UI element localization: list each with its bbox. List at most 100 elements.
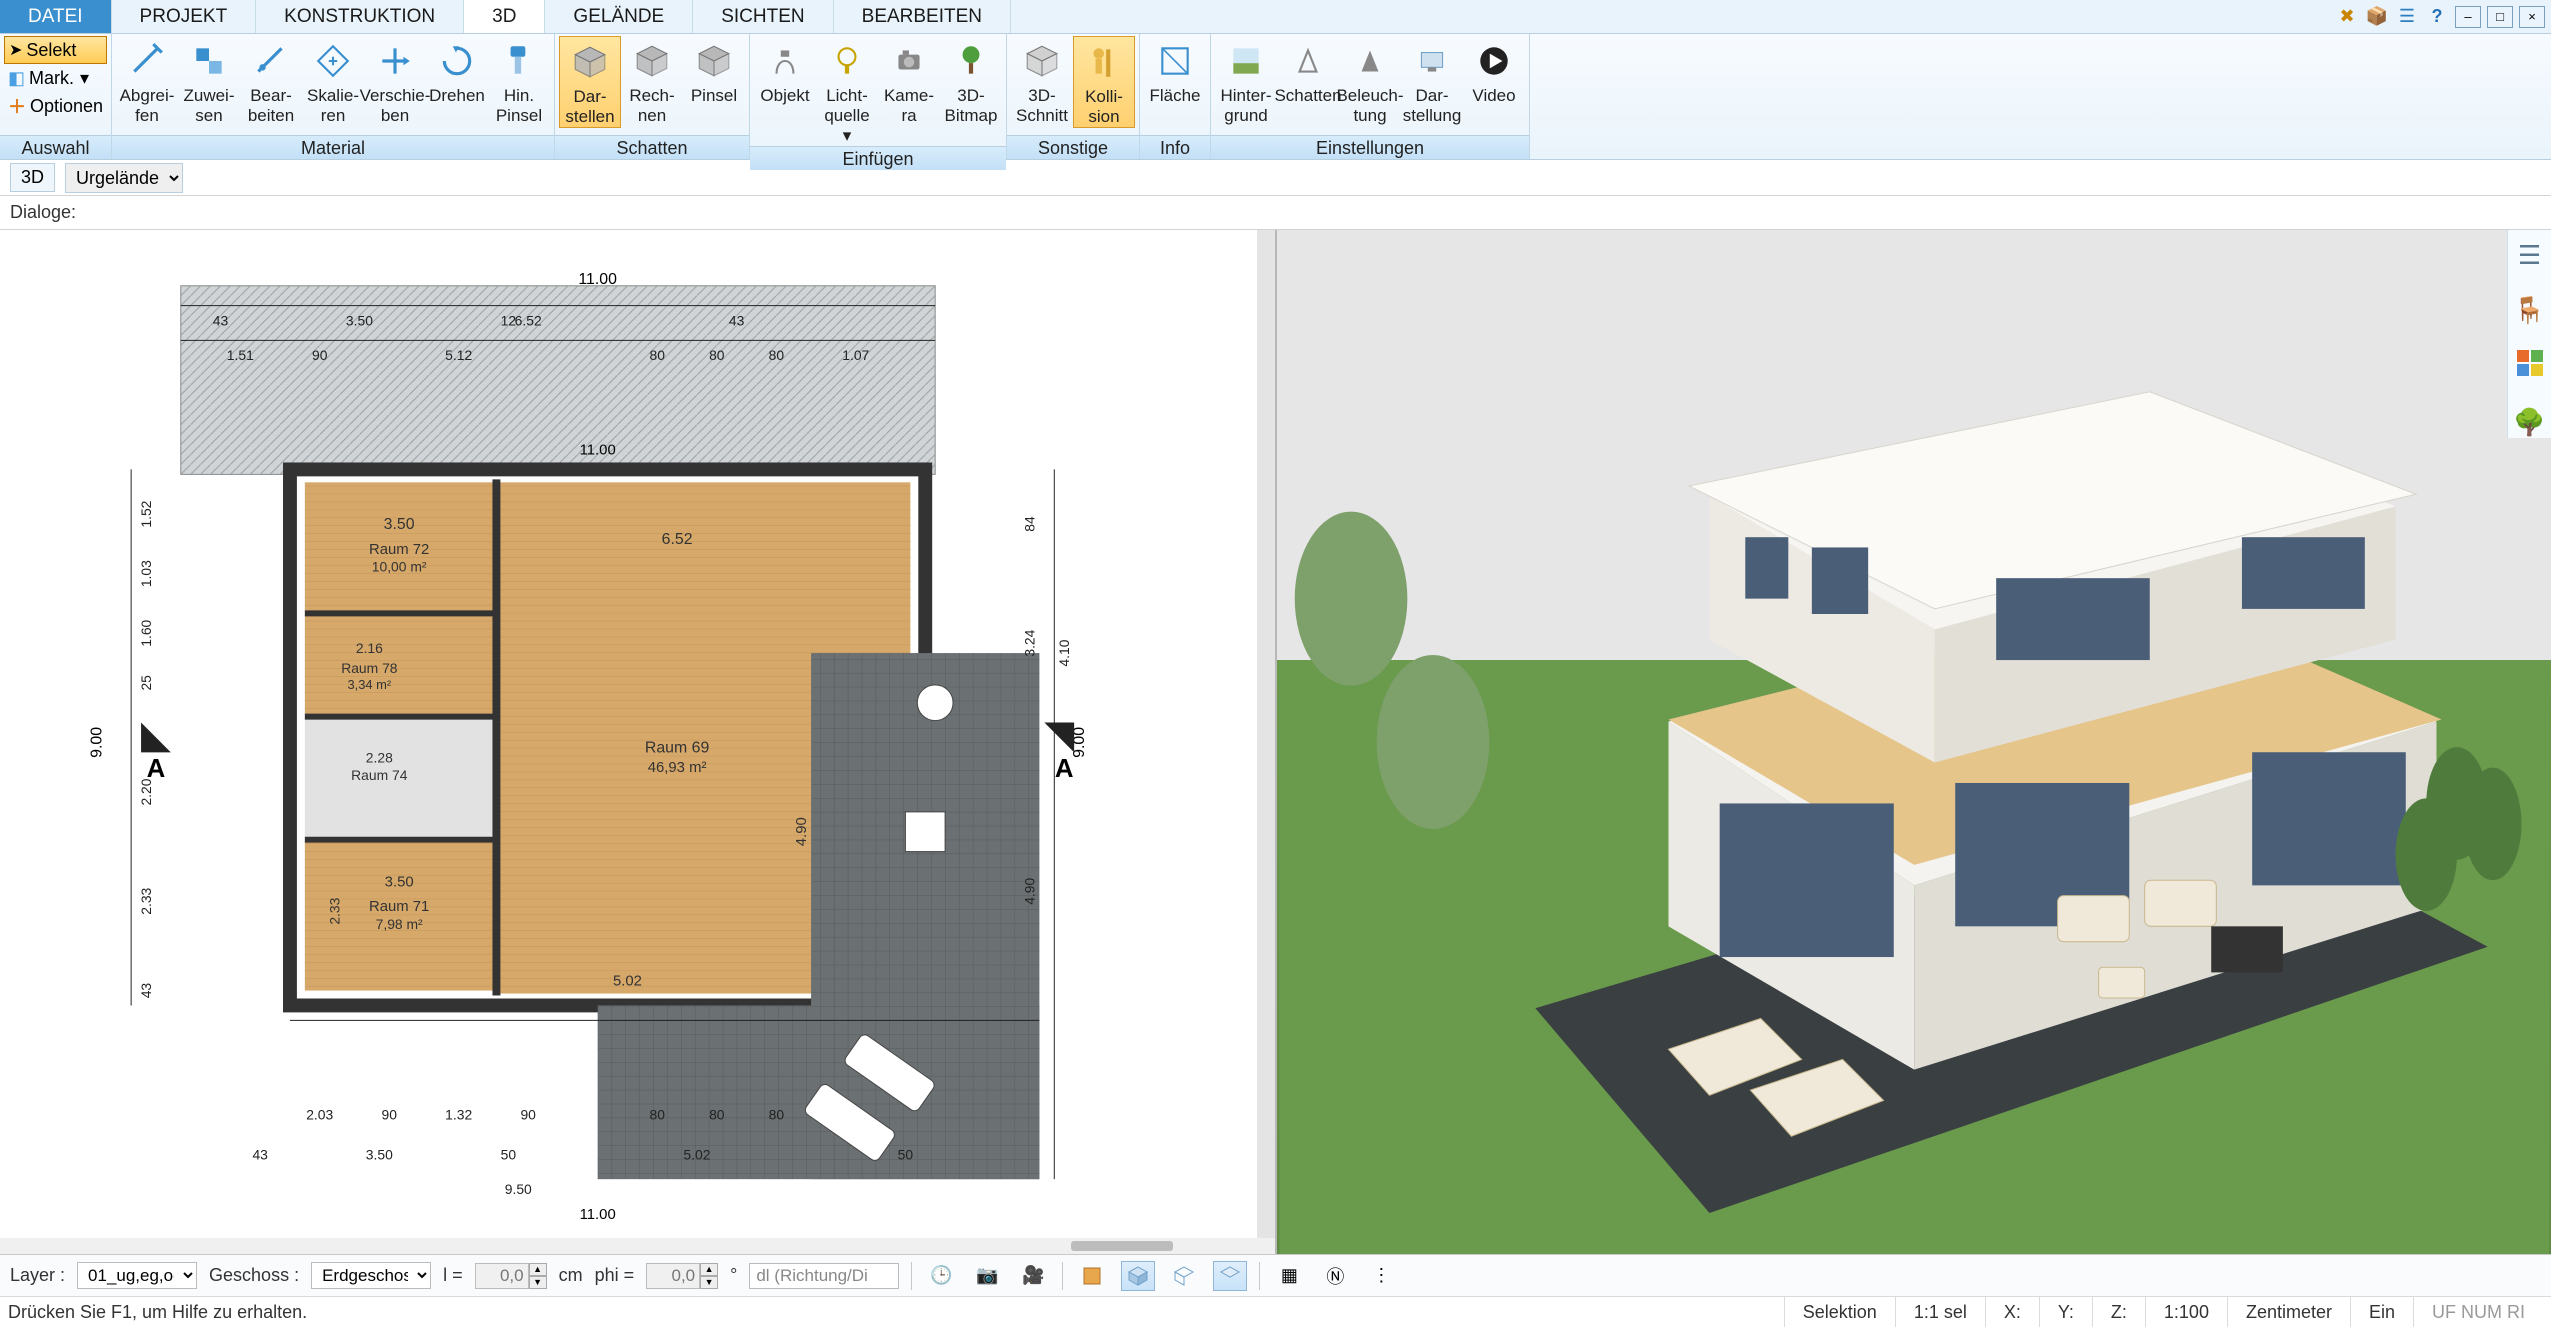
more-icon[interactable]: ⋮	[1364, 1261, 1398, 1291]
svg-text:5.02: 5.02	[613, 973, 642, 989]
svg-text:1.07: 1.07	[842, 347, 869, 363]
floorplan-svg: 3.50 Raum 72 10,00 m² 2.16 Raum 78 3,34 …	[32, 256, 1243, 1229]
scrollbar-horizontal[interactable]	[0, 1238, 1275, 1254]
selekt-button[interactable]: ➤Selekt	[4, 36, 107, 64]
ribbon-icon	[569, 41, 611, 83]
title-bar-icons: ✖ 📦 ☰ ? – □ ×	[2335, 0, 2551, 33]
ribbon-btn-einfuegen-1[interactable]: Licht-quelle ▾	[816, 36, 878, 146]
video-cam-icon[interactable]: 🎥	[1016, 1261, 1050, 1291]
camera-icon[interactable]: 📷	[970, 1261, 1004, 1291]
svg-text:7,98 m²: 7,98 m²	[375, 916, 422, 932]
svg-text:84: 84	[1021, 516, 1037, 532]
status-sel-ratio: 1:1 sel	[1895, 1297, 1985, 1327]
svg-text:Raum 74: Raum 74	[351, 767, 408, 783]
ribbon-btn-material-2[interactable]: Bear-beiten	[240, 36, 302, 126]
cube-iso-icon[interactable]	[1121, 1261, 1155, 1291]
ribbon-btn-schatten-1[interactable]: Rech-nen	[621, 36, 683, 126]
ribbon-btn-einfuegen-0[interactable]: Objekt	[754, 36, 816, 106]
svg-text:4.10: 4.10	[1056, 639, 1072, 666]
svg-text:Raum 78: Raum 78	[341, 660, 398, 676]
ribbon-icon	[312, 40, 354, 82]
window-close[interactable]: ×	[2519, 6, 2545, 28]
ribbon-btn-schatten-2[interactable]: Pinsel	[683, 36, 745, 106]
menu-tab-sichten[interactable]: SICHTEN	[693, 0, 833, 33]
render-pane[interactable]: ☰ 🪑 🌳	[1277, 230, 2551, 1254]
tool-icon[interactable]: ✖	[2335, 5, 2359, 29]
bottom-toolbar: Layer : 01_ug,eg,og Geschoss : Erdgescho…	[0, 1254, 2551, 1296]
menu-tab-projekt[interactable]: PROJEKT	[112, 0, 257, 33]
ribbon-btn-einstellungen-3[interactable]: Dar-stellung	[1401, 36, 1463, 126]
svg-text:1.60: 1.60	[138, 619, 154, 646]
ribbon-btn-info-0[interactable]: Fläche	[1144, 36, 1206, 106]
menu-tab-konstruktion[interactable]: KONSTRUKTION	[256, 0, 464, 33]
ribbon-btn-material-3[interactable]: Skalie-ren	[302, 36, 364, 126]
ribbon-icon	[1411, 40, 1453, 82]
svg-text:3,34 m²: 3,34 m²	[347, 676, 391, 691]
svg-text:10,00 m²: 10,00 m²	[372, 558, 427, 574]
mark-button[interactable]: ◧Mark.▾	[4, 64, 107, 92]
window-maximize[interactable]: □	[2487, 6, 2513, 28]
window-minimize[interactable]: –	[2455, 6, 2481, 28]
ribbon-btn-material-1[interactable]: Zuwei-sen	[178, 36, 240, 126]
layers-icon[interactable]: ☰	[2395, 5, 2419, 29]
render-svg	[1277, 230, 2551, 1254]
cube-wire-icon[interactable]	[1167, 1261, 1201, 1291]
phi-unit: °	[730, 1265, 737, 1286]
status-x: X:	[1985, 1297, 2039, 1327]
svg-text:1.51: 1.51	[227, 347, 254, 363]
menu-tab-3d[interactable]: 3D	[464, 0, 545, 33]
svg-text:80: 80	[649, 347, 665, 363]
svg-text:4.90: 4.90	[1021, 877, 1037, 904]
help-icon[interactable]: ?	[2425, 5, 2449, 29]
dialog-bar: Dialoge:	[0, 196, 2551, 230]
tree-icon[interactable]: 🌳	[2513, 407, 2545, 438]
ribbon-btn-sonstige-1[interactable]: Kolli-sion	[1073, 36, 1135, 128]
dl-input[interactable]	[749, 1263, 899, 1289]
menu-tab-gelaende[interactable]: GELÄNDE	[545, 0, 693, 33]
ribbon-btn-einstellungen-2[interactable]: Beleuch-tung	[1339, 36, 1401, 126]
ribbon-btn-einstellungen-4[interactable]: Video	[1463, 36, 1525, 106]
group-label-einstellungen: Einstellungen	[1211, 135, 1529, 159]
cube-front-icon[interactable]	[1075, 1261, 1109, 1291]
ribbon-btn-material-6[interactable]: Hin.Pinsel	[488, 36, 550, 126]
svg-text:25: 25	[138, 674, 154, 690]
svg-text:A: A	[1055, 755, 1074, 783]
dialog-label: Dialoge:	[10, 202, 76, 223]
svg-text:1.52: 1.52	[138, 500, 154, 527]
l-spinner[interactable]: ▲▼	[475, 1263, 547, 1289]
package-icon[interactable]: 📦	[2365, 5, 2389, 29]
ribbon-icon	[188, 40, 230, 82]
clock-icon[interactable]: 🕒	[924, 1261, 958, 1291]
ribbon-btn-material-0[interactable]: Abgrei-fen	[116, 36, 178, 126]
optionen-button[interactable]: ＋Optionen	[4, 92, 107, 120]
palette-icon[interactable]	[2517, 350, 2543, 383]
svg-text:6.52: 6.52	[661, 530, 692, 547]
ribbon-btn-einfuegen-2[interactable]: Kame-ra	[878, 36, 940, 126]
geschoss-select[interactable]: Erdgeschos	[311, 1262, 431, 1289]
ribbon-icon	[950, 40, 992, 82]
floorplan-pane[interactable]: 3.50 Raum 72 10,00 m² 2.16 Raum 78 3,34 …	[0, 230, 1277, 1254]
north-icon[interactable]: Ⓝ	[1318, 1261, 1352, 1291]
group-label-schatten: Schatten	[555, 135, 749, 159]
cube-shade-icon[interactable]	[1213, 1261, 1247, 1291]
menu-tab-bearbeiten[interactable]: BEARBEITEN	[834, 0, 1011, 33]
ribbon-icon	[126, 40, 168, 82]
grid-icon[interactable]: ▦	[1272, 1261, 1306, 1291]
scrollbar-vertical[interactable]	[1257, 230, 1275, 1254]
ribbon-btn-einstellungen-1[interactable]: Schatten	[1277, 36, 1339, 106]
ribbon-btn-material-4[interactable]: Verschie-ben	[364, 36, 426, 126]
ribbon-icon	[1287, 40, 1329, 82]
menu-tab-datei[interactable]: DATEI	[0, 0, 112, 33]
phi-spinner[interactable]: ▲▼	[646, 1263, 718, 1289]
layers-view-icon[interactable]: ☰	[2518, 240, 2541, 271]
svg-text:1.32: 1.32	[445, 1106, 472, 1122]
ribbon-btn-einstellungen-0[interactable]: Hinter-grund	[1215, 36, 1277, 126]
ribbon-btn-sonstige-0[interactable]: 3D-Schnitt	[1011, 36, 1073, 126]
ribbon-btn-schatten-0[interactable]: Dar-stellen	[559, 36, 621, 128]
chair-icon[interactable]: 🪑	[2513, 295, 2545, 326]
terrain-select[interactable]: Urgelände	[65, 163, 183, 193]
svg-text:50: 50	[500, 1146, 516, 1162]
ribbon-btn-material-5[interactable]: Drehen	[426, 36, 488, 106]
ribbon-btn-einfuegen-3[interactable]: 3D-Bitmap	[940, 36, 1002, 126]
layer-select[interactable]: 01_ug,eg,og	[77, 1262, 197, 1289]
